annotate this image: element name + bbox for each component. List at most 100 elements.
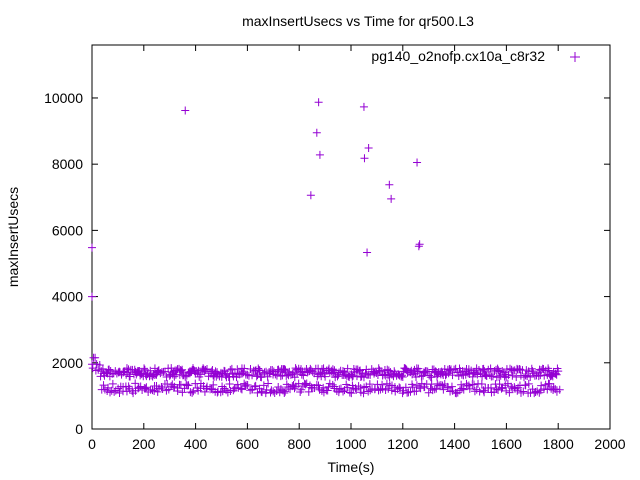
data-point <box>237 385 246 394</box>
data-point <box>552 370 561 379</box>
data-point <box>387 194 396 203</box>
x-tick-label: 2000 <box>594 436 625 452</box>
data-point <box>323 386 332 395</box>
data-point <box>519 387 528 396</box>
data-point <box>202 384 211 393</box>
data-point <box>384 366 393 375</box>
data-point <box>464 381 473 390</box>
data-point <box>148 386 157 395</box>
data-point <box>243 381 252 390</box>
data-point <box>371 384 380 393</box>
data-point <box>465 384 474 393</box>
x-tick-label: 800 <box>288 436 312 452</box>
data-point <box>284 382 293 391</box>
data-point <box>170 372 179 381</box>
data-point <box>480 388 489 397</box>
x-tick-label: 1000 <box>335 436 366 452</box>
data-point <box>414 364 423 373</box>
data-point <box>475 387 484 396</box>
data-point <box>494 366 503 375</box>
data-point <box>380 370 389 379</box>
data-points <box>88 98 564 398</box>
data-point <box>545 379 554 388</box>
data-point <box>544 366 553 375</box>
data-point <box>301 380 310 389</box>
data-point <box>414 242 423 251</box>
data-point <box>270 388 279 397</box>
data-point <box>366 386 375 395</box>
data-point <box>88 292 96 301</box>
data-point <box>384 384 393 393</box>
data-point <box>253 388 262 397</box>
data-point <box>131 379 140 388</box>
data-point <box>91 353 100 362</box>
data-point <box>252 372 261 381</box>
y-tick-label: 4000 <box>52 289 83 305</box>
data-point <box>345 388 354 397</box>
data-point <box>188 388 197 397</box>
data-point <box>236 384 245 393</box>
data-point <box>413 158 422 167</box>
data-point <box>401 383 410 392</box>
data-point <box>348 372 357 381</box>
data-point <box>455 386 464 395</box>
data-point <box>401 364 410 373</box>
data-point <box>178 365 187 374</box>
x-axis: 0 200 400 600 800 1000 1200 1400 1600 1800 2000 <box>88 45 626 452</box>
y-axis-label: maxInsertUsecs <box>5 187 21 287</box>
x-tick-label: 1200 <box>387 436 418 452</box>
data-point <box>488 372 497 381</box>
x-tick-label: 600 <box>236 436 260 452</box>
data-point <box>312 128 321 137</box>
data-point <box>428 386 437 395</box>
data-point <box>259 381 268 390</box>
data-point <box>173 387 182 396</box>
data-point <box>398 372 407 381</box>
data-point <box>255 365 264 374</box>
data-point <box>181 372 190 381</box>
data-point <box>250 382 259 391</box>
x-tick-label: 1800 <box>543 436 574 452</box>
x-tick-label: 1400 <box>439 436 470 452</box>
y-tick-label: 10000 <box>44 90 83 106</box>
data-point <box>444 383 453 392</box>
data-point <box>448 371 457 380</box>
x-tick-label: 0 <box>88 436 96 452</box>
data-point <box>416 384 425 393</box>
data-point <box>476 369 485 378</box>
data-point <box>474 366 483 375</box>
data-point <box>427 373 436 382</box>
x-tick-label: 1600 <box>491 436 522 452</box>
data-point <box>359 389 368 398</box>
data-point <box>202 364 211 373</box>
data-point <box>178 388 187 397</box>
chart-title: maxInsertUsecs vs Time for qr500.L3 <box>242 13 474 29</box>
data-point <box>347 389 356 398</box>
legend: pg140_o2nofp.cx10a_c8r32 <box>371 48 580 64</box>
data-point <box>430 385 439 394</box>
data-point <box>415 240 424 249</box>
data-point <box>209 380 218 389</box>
data-point <box>433 379 442 388</box>
data-point <box>200 387 209 396</box>
data-point <box>453 388 462 397</box>
data-point <box>536 371 545 380</box>
data-point <box>220 384 229 393</box>
data-point <box>544 364 553 373</box>
data-point <box>314 98 323 107</box>
data-point <box>343 383 352 392</box>
data-point <box>395 383 404 392</box>
data-point <box>261 389 270 398</box>
data-point <box>423 367 432 376</box>
data-point <box>363 248 372 257</box>
data-point <box>533 387 542 396</box>
data-point <box>378 380 387 389</box>
data-point <box>385 180 394 189</box>
data-point <box>280 389 289 398</box>
data-point <box>158 384 167 393</box>
legend-marker-icon <box>570 52 580 62</box>
data-point <box>360 154 369 163</box>
data-point <box>494 386 503 395</box>
x-axis-label: Time(s) <box>328 459 375 475</box>
